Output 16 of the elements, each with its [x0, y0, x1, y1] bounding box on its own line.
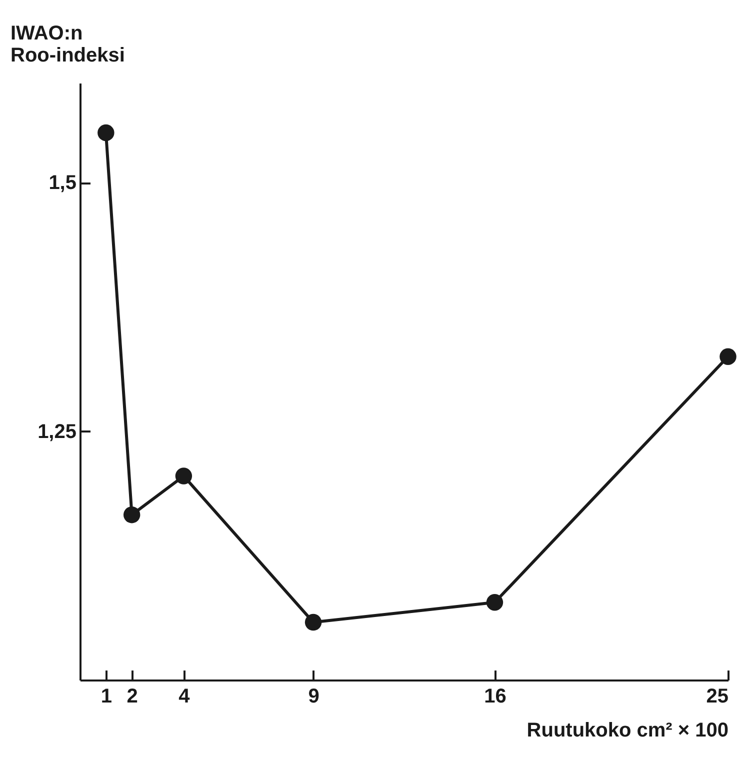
- x-tick-label: 4: [178, 686, 191, 708]
- x-tick-label: 25: [706, 686, 728, 708]
- point: [123, 506, 140, 524]
- x-axis-title: Ruutukoko cm² × 100: [526, 720, 728, 742]
- point: [175, 468, 192, 484]
- y-axis-title: IWAO:n Roo-indeksi: [10, 22, 125, 66]
- point: [304, 614, 322, 631]
- x-tick-label: 2: [126, 686, 138, 708]
- point: [98, 124, 114, 142]
- x-tick-label: 1: [100, 686, 112, 708]
- point: [720, 348, 736, 365]
- x-tick-label: 16: [484, 686, 506, 708]
- point: [486, 594, 504, 611]
- x-tick-label: 9: [308, 686, 320, 708]
- y-tick-label: 1,5: [48, 172, 76, 194]
- y-tick-label: 1,25: [38, 420, 76, 443]
